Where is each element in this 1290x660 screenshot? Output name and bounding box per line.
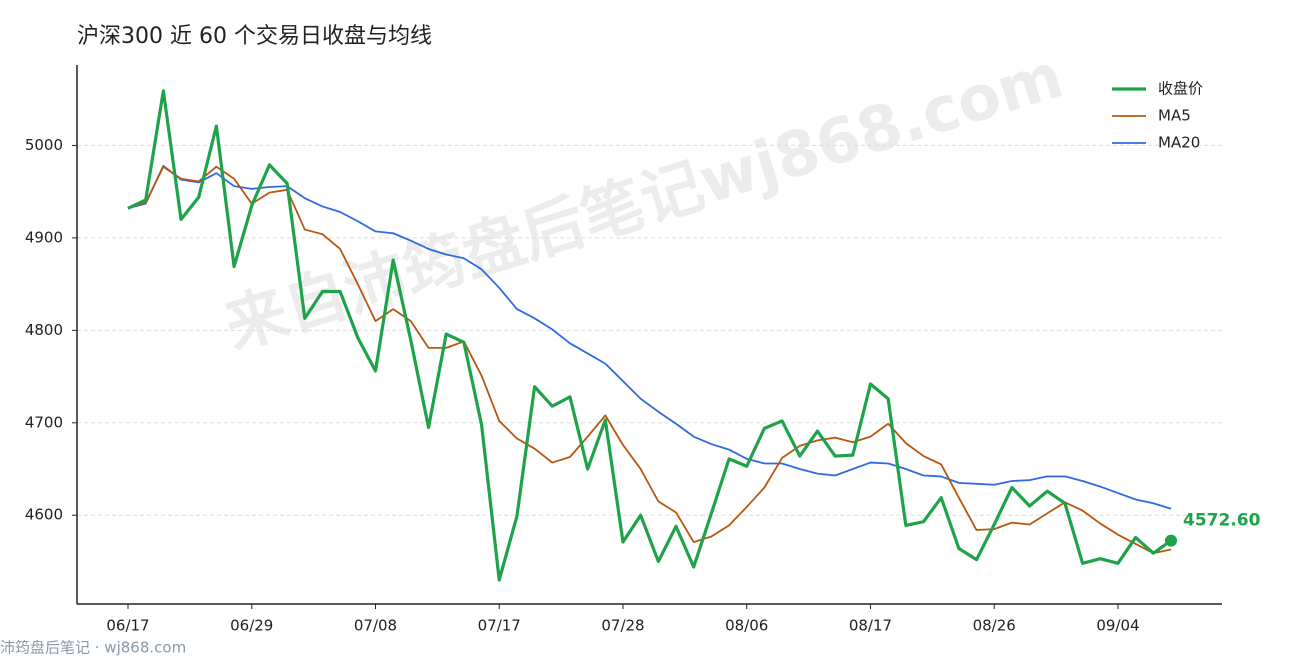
legend-label: MA5 xyxy=(1158,107,1191,125)
y-tick-label: 4900 xyxy=(25,228,63,246)
series-line xyxy=(127,89,1172,582)
x-tick-label: 08/26 xyxy=(973,617,1016,635)
series-line xyxy=(127,165,1172,555)
end-point xyxy=(1165,534,1177,547)
watermark: 来自沛筠盘后笔记wj868.com xyxy=(216,38,1071,363)
x-tick-label: 07/17 xyxy=(478,617,521,635)
footer: 沛筠盘后笔记 · wj868.com xyxy=(0,639,186,657)
chart-title: 沪深300 近 60 个交易日收盘与均线 xyxy=(77,24,432,49)
value-label: 4572.60 xyxy=(1183,511,1261,531)
y-tick-label: 4600 xyxy=(25,506,63,524)
x-tick-label: 09/04 xyxy=(1096,617,1139,635)
x-tick-label: 08/06 xyxy=(725,617,768,635)
y-tick-label: 4700 xyxy=(25,413,63,431)
legend-label: 收盘价 xyxy=(1158,80,1203,98)
y-tick-label: 5000 xyxy=(25,136,63,154)
x-tick-label: 06/17 xyxy=(106,617,149,635)
x-tick-label: 07/28 xyxy=(601,617,644,635)
series-line xyxy=(127,164,1172,510)
x-tick-label: 07/08 xyxy=(354,617,397,635)
x-tick-label: 06/29 xyxy=(230,617,273,635)
y-tick-label: 4800 xyxy=(25,321,63,339)
x-tick-label: 08/17 xyxy=(849,617,892,635)
legend-label: MA20 xyxy=(1158,134,1200,152)
